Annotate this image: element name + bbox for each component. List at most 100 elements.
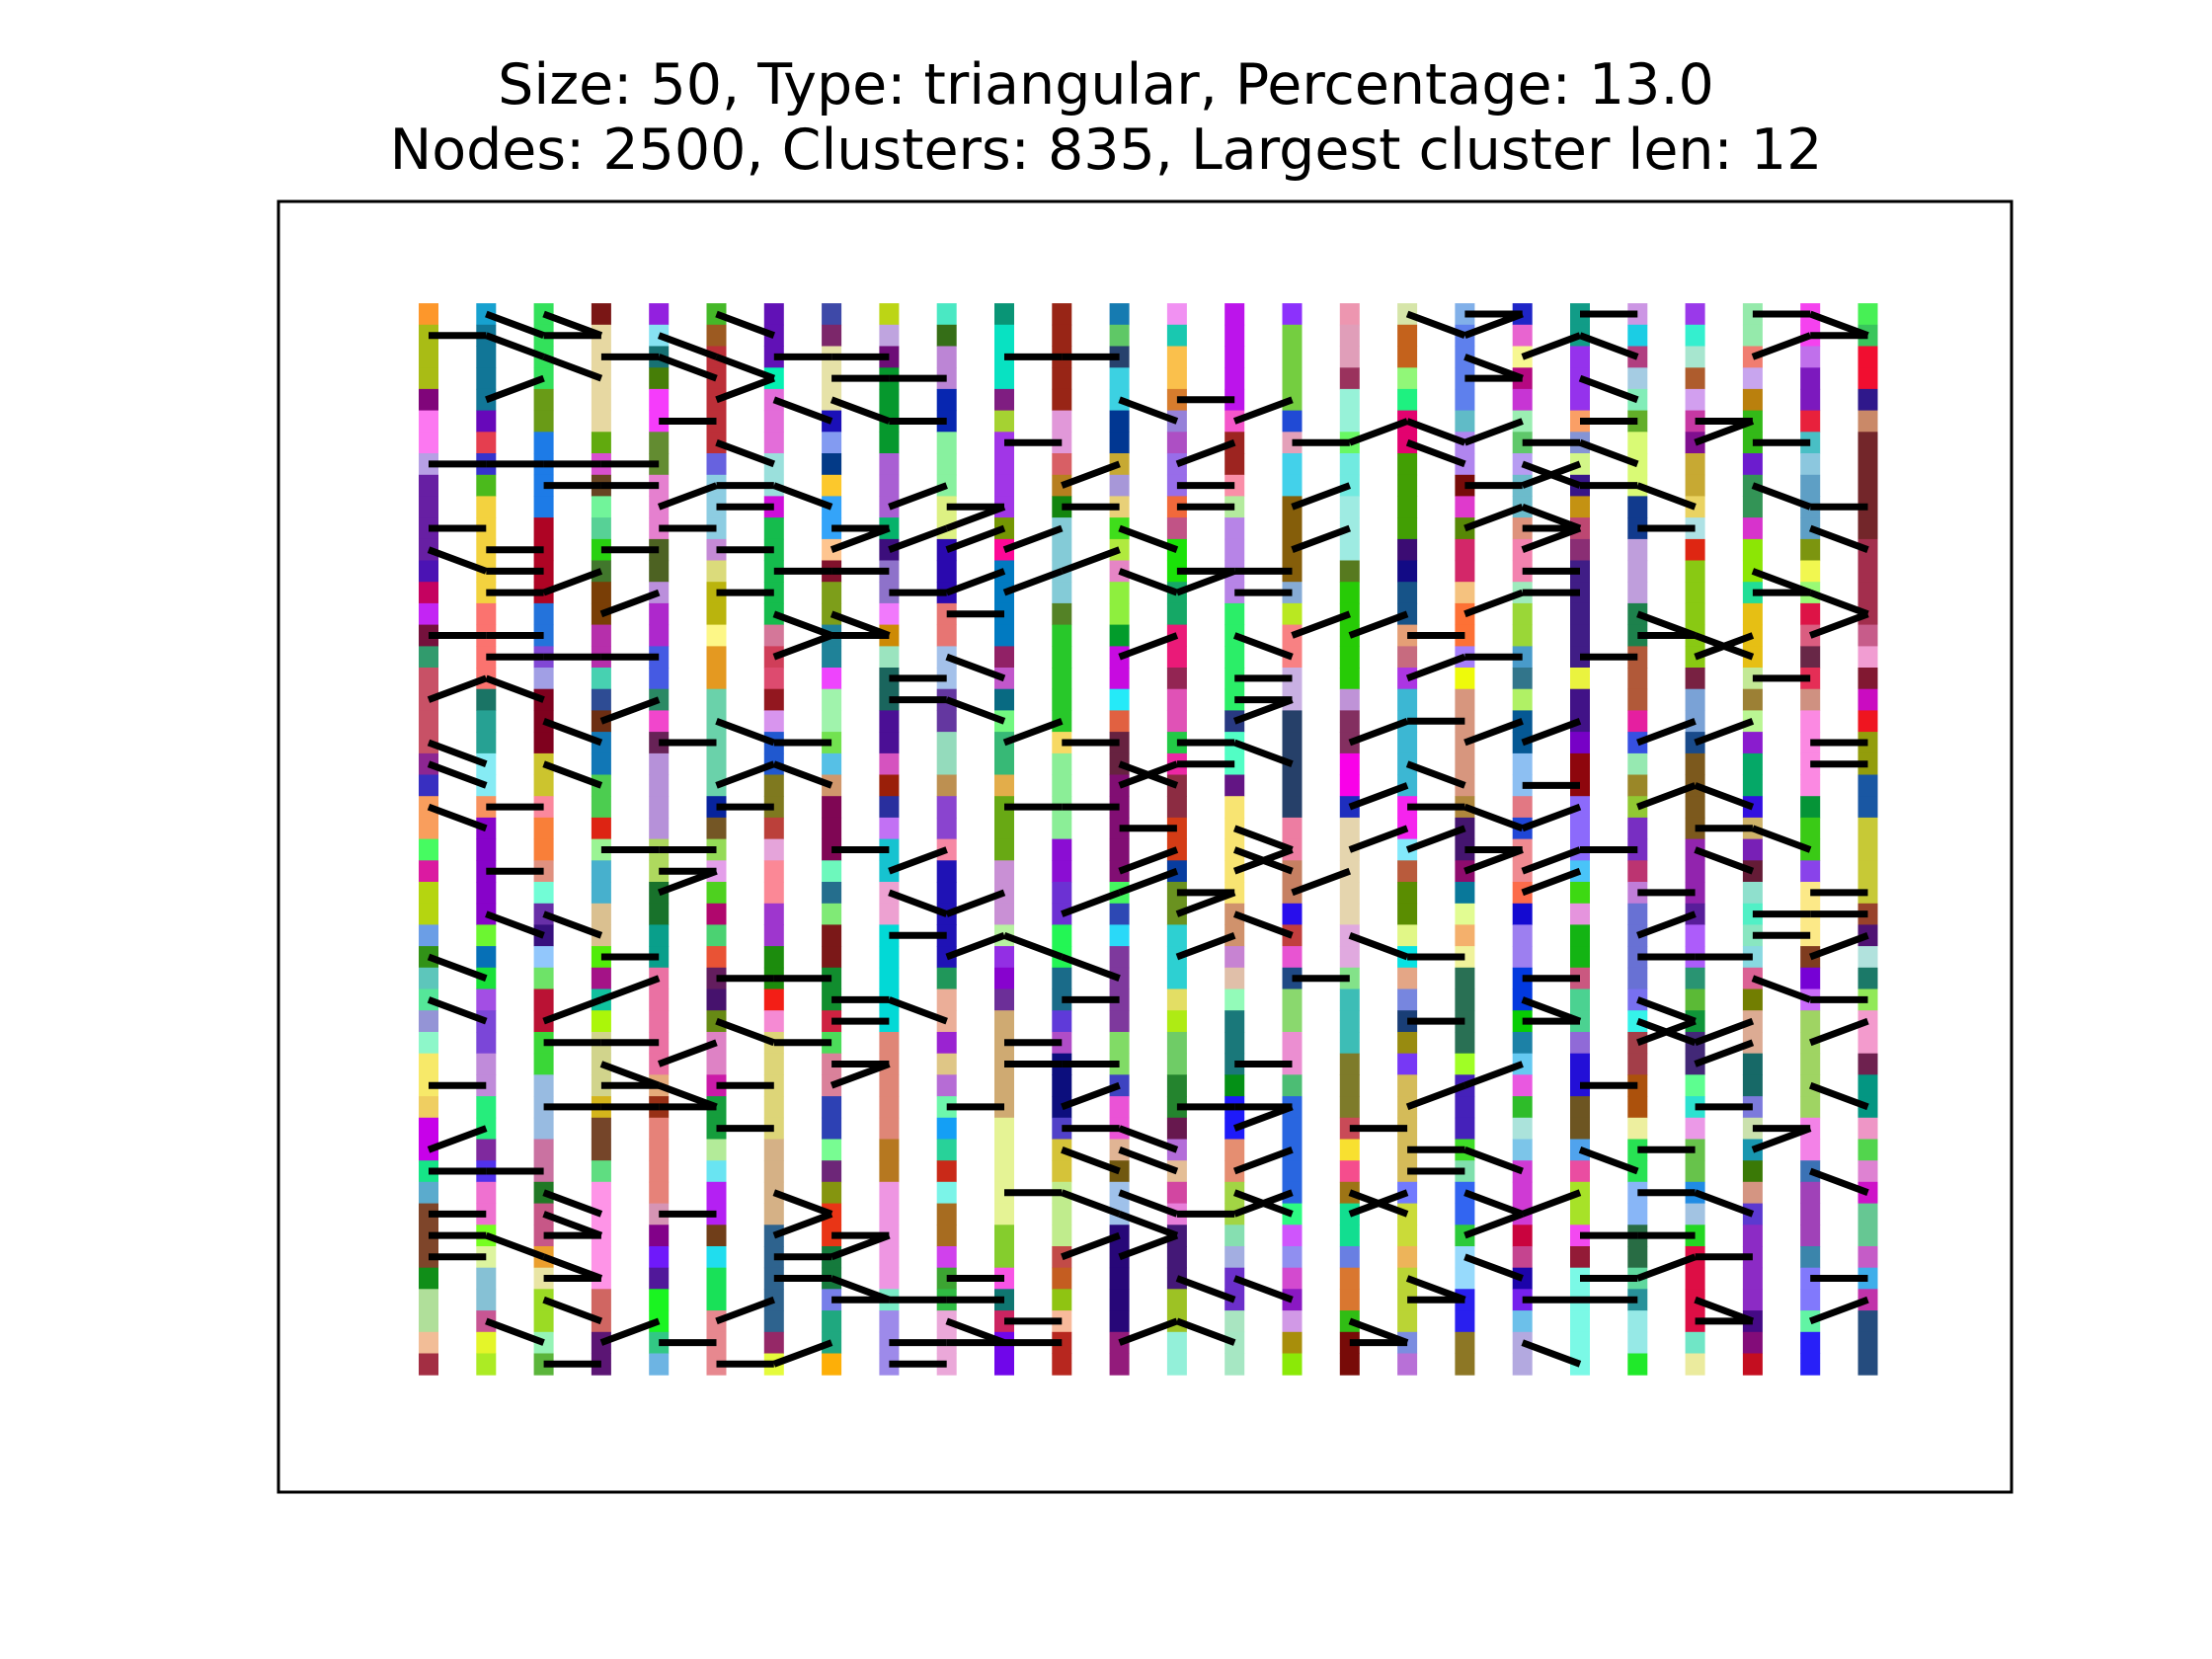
- lattice-node: [476, 1331, 497, 1354]
- lattice-node: [879, 1139, 900, 1161]
- lattice-node: [476, 367, 497, 390]
- lattice-node: [1166, 1246, 1187, 1269]
- lattice-node: [1166, 688, 1187, 711]
- lattice-node: [822, 474, 842, 497]
- lattice-node: [419, 1010, 438, 1033]
- lattice-node: [1052, 1074, 1072, 1097]
- lattice-node: [1224, 946, 1245, 969]
- lattice-node: [1800, 1289, 1821, 1311]
- lattice-bond: [1694, 1189, 1755, 1218]
- lattice-node: [936, 388, 957, 412]
- lattice-node: [1800, 710, 1821, 733]
- lattice-bond: [1061, 460, 1121, 489]
- lattice-node: [591, 1181, 611, 1204]
- lattice-bond: [1694, 1039, 1755, 1067]
- lattice-bond: [715, 1296, 776, 1325]
- lattice-node: [649, 602, 670, 626]
- lattice-node: [1570, 1117, 1590, 1140]
- lattice-bond: [599, 696, 661, 725]
- lattice-node: [822, 817, 842, 840]
- lattice-node: [1512, 388, 1533, 412]
- lattice-node: [1282, 1310, 1303, 1333]
- lattice-node: [1455, 1310, 1475, 1333]
- lattice-bond: [1751, 1125, 1812, 1153]
- lattice-node: [1742, 367, 1763, 390]
- lattice-node: [1052, 967, 1072, 989]
- lattice-node: [1685, 346, 1705, 368]
- lattice-node: [1685, 1203, 1705, 1225]
- lattice-bond: [1636, 610, 1697, 639]
- lattice-node: [1224, 967, 1245, 989]
- lattice-node: [1627, 1353, 1648, 1376]
- lattice-node: [1282, 602, 1303, 626]
- lattice-bond: [1118, 1146, 1179, 1175]
- lattice-node: [419, 1096, 438, 1119]
- lattice-node: [1166, 324, 1187, 347]
- lattice-node: [476, 1053, 497, 1075]
- lattice-node: [1397, 860, 1418, 883]
- lattice-node: [1570, 1246, 1590, 1269]
- lattice-node: [936, 752, 957, 776]
- lattice-bond: [485, 910, 545, 939]
- lattice-bond: [1118, 867, 1179, 897]
- lattice-node: [1166, 346, 1187, 368]
- lattice-node: [1052, 1267, 1072, 1290]
- lattice-node: [1857, 946, 1878, 969]
- lattice-node: [1339, 1139, 1360, 1161]
- lattice-node: [1339, 1267, 1360, 1290]
- lattice-node: [1166, 1331, 1187, 1354]
- lattice-node: [1685, 668, 1705, 690]
- lattice-node: [1109, 367, 1130, 390]
- lattice-node: [1397, 388, 1418, 412]
- lattice-node: [1052, 882, 1072, 905]
- lattice-node: [1282, 817, 1303, 840]
- lattice-node: [994, 1117, 1014, 1140]
- lattice-node: [1685, 1267, 1705, 1290]
- lattice-node: [1282, 453, 1303, 476]
- lattice-node: [1742, 732, 1763, 754]
- lattice-node: [1455, 882, 1475, 905]
- lattice-node: [706, 1139, 727, 1161]
- lattice-node: [1166, 432, 1187, 454]
- lattice-node: [1109, 838, 1130, 861]
- lattice-node: [1052, 924, 1072, 947]
- lattice-node: [1742, 453, 1763, 476]
- lattice-node: [994, 388, 1014, 412]
- lattice-node: [1397, 560, 1418, 583]
- lattice-node: [1397, 1074, 1418, 1097]
- lattice-node: [419, 1331, 438, 1354]
- lattice-node: [1052, 602, 1072, 626]
- lattice-node: [476, 710, 497, 733]
- lattice-node: [1224, 1010, 1245, 1033]
- lattice-node: [763, 774, 784, 797]
- lattice-node: [1800, 560, 1821, 583]
- lattice-node: [1455, 538, 1475, 562]
- lattice-bond: [715, 374, 776, 404]
- lattice-bond: [1636, 718, 1697, 747]
- lattice-node: [1397, 903, 1418, 925]
- lattice-node: [1339, 496, 1360, 518]
- lattice-node: [1627, 668, 1648, 690]
- lattice-node: [1455, 1203, 1475, 1225]
- lattice-bond: [1175, 889, 1236, 917]
- lattice-node: [1512, 1224, 1533, 1247]
- lattice-node: [1455, 1117, 1475, 1140]
- lattice-node: [1339, 1160, 1360, 1183]
- lattice-bond: [1232, 1189, 1294, 1218]
- lattice-bond: [888, 889, 948, 917]
- lattice-node: [1800, 602, 1821, 626]
- lattice-node: [706, 453, 727, 476]
- lattice-node: [1512, 903, 1533, 925]
- lattice-node: [1224, 1074, 1245, 1097]
- lattice-node: [533, 668, 554, 690]
- lattice-node: [1052, 774, 1072, 797]
- lattice-node: [419, 817, 438, 840]
- lattice-node: [1166, 517, 1187, 540]
- lattice-bond: [1061, 953, 1121, 982]
- lattice-node: [1282, 796, 1303, 819]
- lattice-node: [1455, 582, 1475, 604]
- lattice-node: [1455, 903, 1475, 925]
- lattice-node: [879, 752, 900, 776]
- lattice-bond: [1118, 396, 1179, 425]
- lattice-node: [591, 903, 611, 925]
